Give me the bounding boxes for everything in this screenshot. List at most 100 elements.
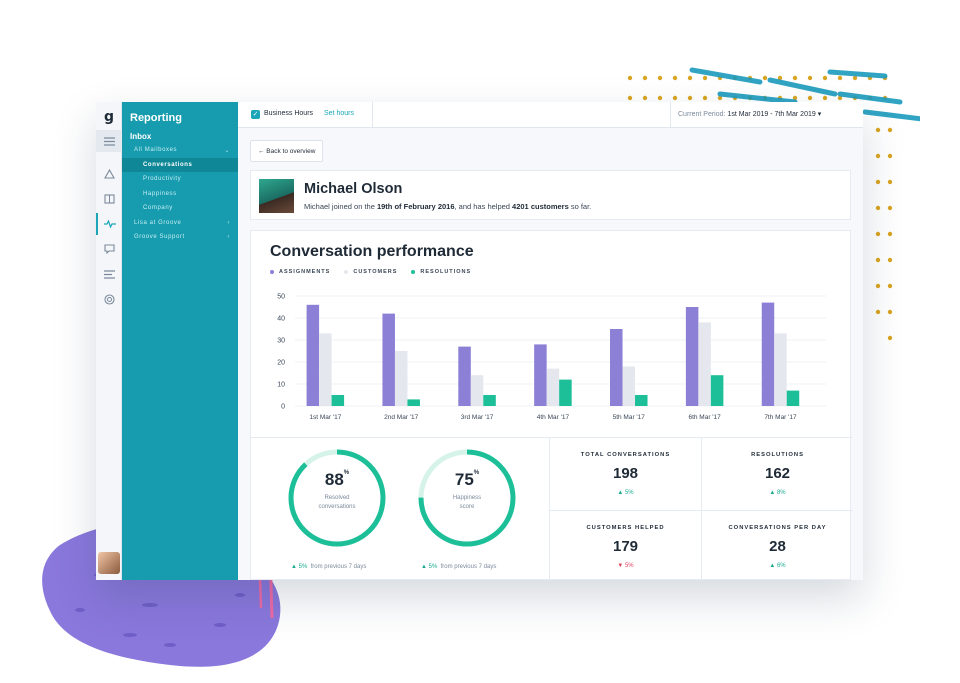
resolved-value: 88% (324, 470, 350, 489)
chat-icon[interactable] (96, 238, 122, 260)
sidebar-item-label: Productivity (143, 176, 182, 182)
set-hours-link[interactable]: Set hours (324, 110, 354, 117)
x-tick-label: 7th Mar '17 (764, 414, 797, 421)
app-window: g Reporting (96, 102, 863, 580)
resolved-label: Resolved conversations (318, 495, 356, 510)
kpi-grid: TOTAL CONVERSATIONS 198 ▲ 5% RESOLUTIONS 16… (549, 438, 853, 580)
sidebar-item-happiness[interactable]: Happiness (122, 187, 238, 201)
sidebar-item-label: Groove Support (134, 234, 185, 240)
happiness-footer: ▲ 5% from previous 7 days (421, 564, 497, 570)
legend-resolutions[interactable]: RESOLUTIONS (411, 269, 471, 275)
divider (670, 102, 671, 128)
list-icon[interactable] (96, 263, 122, 285)
bar-resolutions (635, 395, 648, 406)
bar-assignments (458, 346, 471, 406)
bar-assignments (534, 344, 547, 406)
reporting-sidebar: Reporting Inbox All Mailboxes ⌄ Conversa… (122, 102, 238, 580)
agent-profile-card: Michael Olson Michael joined on the 19th… (250, 170, 851, 220)
chevron-right-icon: › (227, 234, 230, 240)
bar-resolutions (407, 399, 420, 406)
ring-progress (418, 449, 516, 547)
y-tick-label: 0 (281, 404, 285, 411)
x-tick-label: 6th Mar '17 (688, 414, 721, 421)
back-to-overview-button[interactable]: ← Back to overview (250, 140, 324, 162)
bar-assignments (685, 307, 699, 406)
bar-resolutions (483, 395, 496, 406)
top-bar: ✓ Business Hours Set hours Current Perio… (238, 102, 863, 128)
x-tick-label: 3rd Mar '17 (461, 414, 494, 421)
bar-customers (698, 322, 711, 406)
sidebar-item-conversations[interactable]: Conversations (122, 158, 238, 172)
sidebar-item-all-mailboxes[interactable]: All Mailboxes ⌄ (122, 143, 238, 157)
icon-rail: g (96, 102, 122, 580)
joined-date: 19th of February 2016 (376, 202, 455, 211)
y-tick-label: 10 (277, 382, 285, 389)
bar-customers (774, 333, 787, 406)
bar-resolutions (331, 395, 345, 406)
agent-name: Michael Olson (304, 181, 403, 197)
groove-logo[interactable]: g (103, 109, 115, 125)
legend-assignments[interactable]: ASSIGNMENTS (270, 269, 330, 275)
y-tick-label: 40 (277, 316, 285, 323)
legend-customers[interactable]: CUSTOMERS (344, 269, 397, 275)
user-avatar[interactable] (98, 552, 120, 574)
resolved-ring-chart (288, 449, 386, 547)
globe-icon[interactable] (96, 288, 122, 310)
kpi-conversations-per-day: CONVERSATIONS PER DAY 28 ▲ 6% (728, 525, 827, 569)
bar-resolutions (559, 379, 572, 406)
sidebar-item-company[interactable]: Company (122, 201, 238, 215)
business-hours-label: Business Hours (264, 110, 314, 117)
menu-icon[interactable] (96, 130, 122, 152)
conversation-performance-card: Conversation performance ASSIGNMENTS CUS… (250, 230, 853, 580)
bar-resolutions (710, 375, 724, 406)
chart-legend: ASSIGNMENTS CUSTOMERS RESOLUTIONS (270, 269, 471, 275)
chevron-right-icon: › (227, 220, 230, 226)
sidebar-item-groove-support[interactable]: Groove Support › (122, 230, 238, 244)
y-tick-label: 50 (277, 294, 285, 301)
x-tick-label: 2nd Mar '17 (384, 414, 419, 421)
kpi-resolutions: RESOLUTIONS 162 ▲ 8% (751, 452, 804, 496)
customers-helped-count: 4201 customers (512, 202, 569, 211)
divider (372, 102, 373, 128)
bar-customers (394, 351, 408, 406)
sidebar-item-lisa-at-groove[interactable]: Lisa at Groove › (122, 216, 238, 230)
performance-bar-chart: 0 10 20 30 40 50 1st Mar '17 2nd Mar '17 3rd Mar… (277, 294, 826, 421)
sidebar-item-label: All Mailboxes (134, 147, 178, 153)
bar-customers (470, 375, 484, 406)
bar-customers (622, 366, 636, 406)
x-tick-label: 1st Mar '17 (309, 414, 341, 421)
bar-assignments (306, 304, 320, 406)
bar-resolutions (786, 390, 800, 406)
bar-assignments (761, 302, 775, 406)
sidebar-item-productivity[interactable]: Productivity (122, 172, 238, 186)
sidebar-item-label: Conversations (143, 162, 193, 168)
performance-title: Conversation performance (270, 243, 474, 260)
decor-dots (627, 67, 920, 341)
bar-assignments (382, 313, 395, 406)
x-tick-label: 4th Mar '17 (537, 414, 570, 421)
kpi-customers-helped: CUSTOMERS HELPED 179 ▼ 5% (586, 525, 665, 569)
sidebar-item-label: Company (143, 205, 173, 211)
sidebar-item-label: Lisa at Groove (134, 220, 182, 226)
activity-icon[interactable] (96, 213, 122, 235)
kpi-total-conversations: TOTAL CONVERSATIONS 198 ▲ 5% (580, 452, 671, 496)
bar-customers (546, 368, 560, 406)
resolved-footer: ▲ 5% from previous 7 days (291, 564, 367, 570)
happiness-ring-chart (418, 449, 516, 547)
business-hours-checkbox[interactable]: ✓ (251, 110, 260, 119)
happiness-label: Happiness score (452, 495, 482, 510)
triangle-icon[interactable] (96, 163, 122, 185)
ring-progress (288, 449, 386, 547)
sidebar-title: Reporting (130, 112, 182, 124)
x-tick-label: 5th Mar '17 (613, 414, 646, 421)
period-prefix: Current Period: (678, 111, 726, 118)
happiness-value: 75% (454, 470, 480, 489)
y-tick-label: 20 (277, 360, 285, 367)
agent-photo (259, 179, 294, 213)
period-selector[interactable]: Current Period: 1st Mar 2019 - 7th Mar 2… (678, 110, 821, 118)
sidebar-section-inbox: Inbox (130, 132, 152, 141)
bar-assignments (610, 329, 623, 406)
sidebar-item-label: Happiness (143, 191, 177, 197)
book-icon[interactable] (96, 188, 122, 210)
